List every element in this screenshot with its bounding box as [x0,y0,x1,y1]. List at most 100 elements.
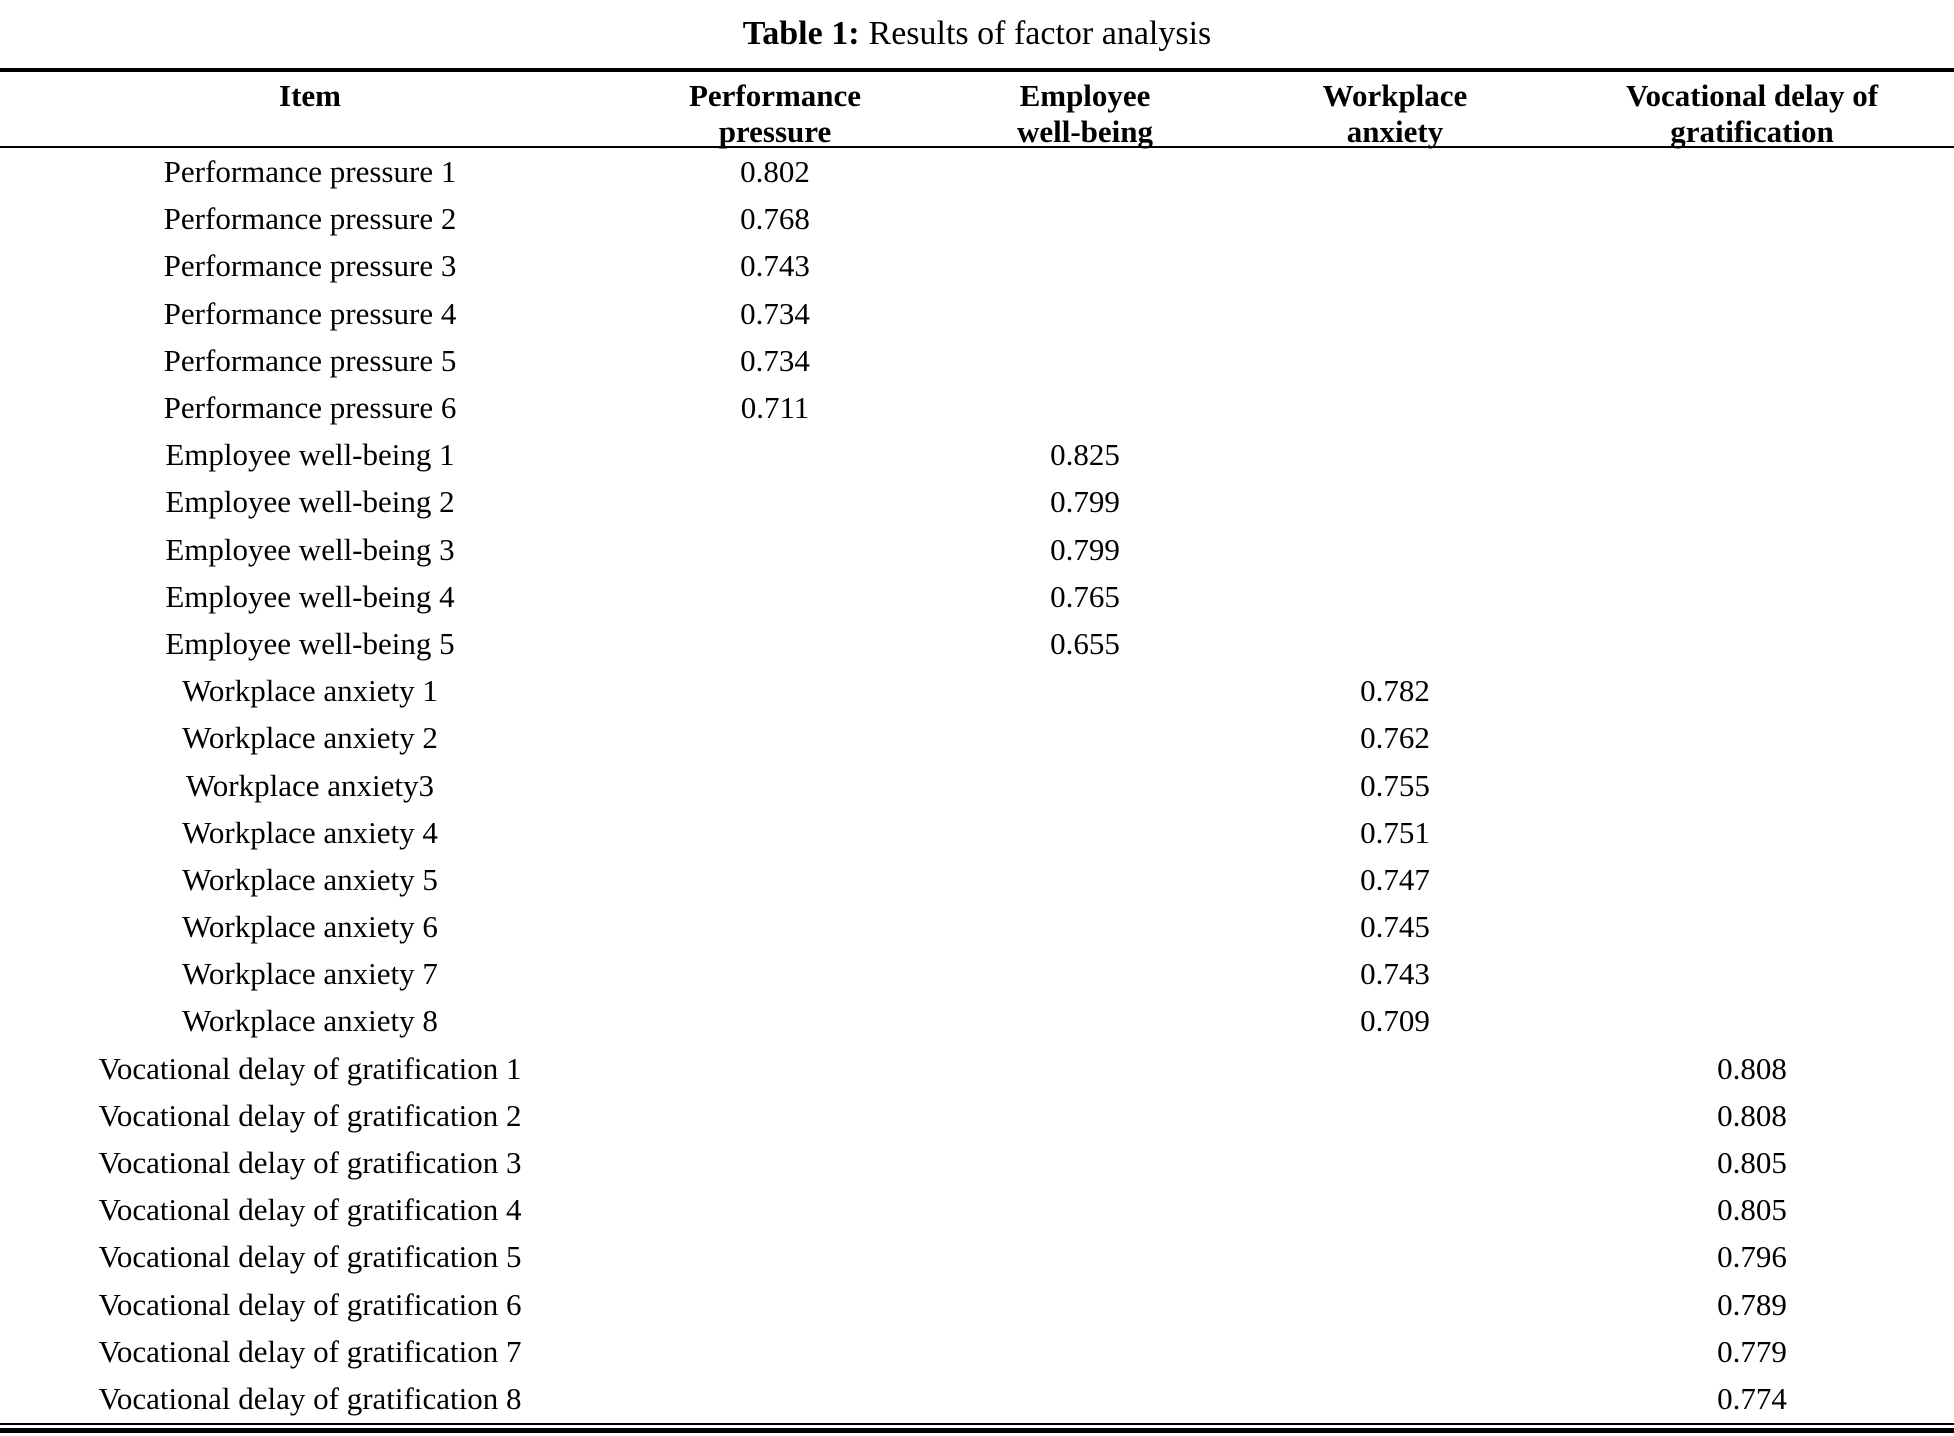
item-cell: Employee well-being 1 [165,437,455,473]
table-row: Workplace anxiety3 0.755 [0,761,1954,808]
item-cell: Workplace anxiety 1 [182,673,438,709]
table-row: Vocational delay of gratification 5 0.796 [0,1233,1954,1280]
item-cell: Employee well-being 5 [165,625,455,661]
table-row: Vocational delay of gratification 4 0.805 [0,1186,1954,1233]
item-cell: Performance pressure 5 [163,342,457,378]
loading-value-cell: 0.768 [740,201,810,237]
item-cell: Performance pressure 1 [163,154,457,190]
table-row: Vocational delay of gratification 6 0.789 [0,1281,1954,1328]
table-row: Employee well-being 5 0.655 [0,620,1954,667]
table-row: Vocational delay of gratification 8 0.774 [0,1375,1954,1422]
table-row: Workplace anxiety 7 0.743 [0,950,1954,997]
column-header-line: Vocational delay of [1625,78,1879,113]
loading-value-cell: 0.796 [1717,1239,1787,1275]
loading-value-cell: 0.711 [740,390,810,426]
table-row: Performance pressure 1 0.802 [0,148,1954,195]
loading-value-cell: 0.762 [1360,720,1430,756]
item-cell: Vocational delay of gratification 4 [98,1192,522,1228]
bottom-rule-thick [0,1428,1954,1434]
loading-value-cell: 0.709 [1360,1003,1430,1039]
loading-value-cell: 0.745 [1360,909,1430,945]
table-row: Vocational delay of gratification 7 0.779 [0,1328,1954,1375]
column-header: Employee well-being [930,78,1240,150]
item-cell: Workplace anxiety 2 [182,720,438,756]
header-rule [0,146,1954,148]
column-header-line: gratification [1670,114,1834,149]
column-header-line: Item [279,78,341,113]
loading-value-cell: 0.779 [1717,1333,1787,1369]
loading-value-cell: 0.743 [740,248,810,284]
table-row: Performance pressure 5 0.734 [0,337,1954,384]
item-cell: Employee well-being 3 [165,531,455,567]
loading-value-cell: 0.734 [740,342,810,378]
item-cell: Vocational delay of gratification 8 [98,1380,522,1416]
column-header: Vocational delay of gratification [1550,78,1954,150]
loading-value-cell: 0.799 [1050,484,1120,520]
loading-value-cell: 0.805 [1717,1145,1787,1181]
loading-value-cell: 0.747 [1360,861,1430,897]
table-row: Workplace anxiety 2 0.762 [0,714,1954,761]
loading-value-cell: 0.799 [1050,531,1120,567]
loading-value-cell: 0.805 [1717,1192,1787,1228]
table-row: Employee well-being 2 0.799 [0,478,1954,525]
item-cell: Vocational delay of gratification 5 [98,1239,522,1275]
table-row: Performance pressure 4 0.734 [0,290,1954,337]
column-header-line: Workplace [1322,78,1468,113]
top-rule [0,68,1954,72]
loading-value-cell: 0.743 [1360,956,1430,992]
table-row: Vocational delay of gratification 2 0.808 [0,1092,1954,1139]
loading-value-cell: 0.774 [1717,1380,1787,1416]
bottom-rule-thin [0,1423,1954,1426]
item-cell: Employee well-being 4 [165,578,455,614]
loading-value-cell: 0.825 [1050,437,1120,473]
table-row: Workplace anxiety 4 0.751 [0,809,1954,856]
column-header: Workplace anxiety [1240,78,1550,150]
loading-value-cell: 0.802 [740,154,810,190]
table-row: Employee well-being 1 0.825 [0,431,1954,478]
table-row: Workplace anxiety 8 0.709 [0,997,1954,1044]
table-row: Employee well-being 3 0.799 [0,526,1954,573]
item-cell: Workplace anxiety 6 [182,909,438,945]
table-row: Performance pressure 3 0.743 [0,242,1954,289]
loading-value-cell: 0.751 [1360,814,1430,850]
item-cell: Vocational delay of gratification 7 [98,1333,522,1369]
column-header-line: Performance [688,78,862,113]
item-cell: Vocational delay of gratification 1 [98,1050,522,1086]
item-cell: Performance pressure 4 [163,295,457,331]
table-row: Workplace anxiety 6 0.745 [0,903,1954,950]
table-row: Vocational delay of gratification 3 0.805 [0,1139,1954,1186]
column-header-line: well-being [1016,114,1154,149]
column-header-line: pressure [718,114,832,149]
table-row: Performance pressure 2 0.768 [0,195,1954,242]
item-cell: Workplace anxiety 4 [182,814,438,850]
loading-value-cell: 0.808 [1717,1050,1787,1086]
table-row: Workplace anxiety 1 0.782 [0,667,1954,714]
table-caption: Results of factor analysis [868,15,1212,52]
column-header: Item [0,78,620,150]
loading-value-cell: 0.655 [1050,625,1120,661]
item-cell: Vocational delay of gratification 6 [98,1286,522,1322]
item-cell: Employee well-being 2 [165,484,455,520]
table-body: Performance pressure 1 0.802 Performance p… [0,148,1954,1422]
item-cell: Workplace anxiety 8 [182,1003,438,1039]
column-header-line: Employee [1019,78,1151,113]
table-number: Table 1: [742,15,860,52]
item-cell: Vocational delay of gratification 3 [98,1145,522,1181]
item-cell: Workplace anxiety 5 [182,861,438,897]
table-title: Table 1: Results of factor analysis [0,0,1954,68]
loading-value-cell: 0.782 [1360,673,1430,709]
item-cell: Workplace anxiety 7 [182,956,438,992]
column-header: Performance pressure [620,78,930,150]
loading-value-cell: 0.789 [1717,1286,1787,1322]
table-row: Employee well-being 4 0.765 [0,573,1954,620]
table-row: Workplace anxiety 5 0.747 [0,856,1954,903]
table-row: Performance pressure 6 0.711 [0,384,1954,431]
loading-value-cell: 0.808 [1717,1097,1787,1133]
item-cell: Workplace anxiety3 [186,767,434,803]
column-header-line: anxiety [1346,114,1444,149]
item-cell: Vocational delay of gratification 2 [98,1097,522,1133]
item-cell: Performance pressure 2 [163,201,457,237]
loading-value-cell: 0.734 [740,295,810,331]
table-row: Vocational delay of gratification 1 0.808 [0,1045,1954,1092]
item-cell: Performance pressure 3 [163,248,457,284]
